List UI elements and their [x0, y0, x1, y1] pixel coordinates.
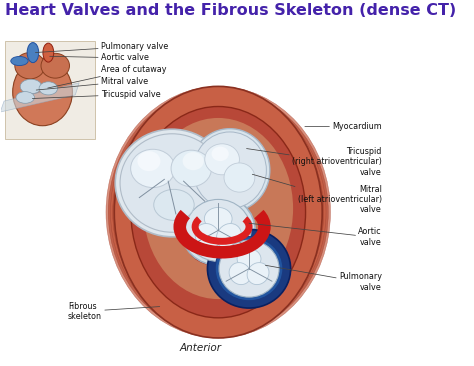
Ellipse shape [113, 94, 324, 330]
Ellipse shape [237, 249, 261, 269]
Text: Pulmonary
valve: Pulmonary valve [265, 265, 382, 292]
Ellipse shape [110, 92, 326, 333]
Ellipse shape [154, 189, 194, 220]
Ellipse shape [211, 146, 229, 161]
Text: Tricuspid valve: Tricuspid valve [32, 90, 160, 99]
Text: Mitral
(left atrioventricular)
valve: Mitral (left atrioventricular) valve [252, 174, 382, 214]
Ellipse shape [13, 58, 73, 126]
Ellipse shape [108, 89, 328, 336]
Ellipse shape [41, 53, 70, 78]
Text: Aortic
valve: Aortic valve [249, 223, 382, 247]
Text: Aortic valve: Aortic valve [50, 53, 149, 63]
Text: Anterior: Anterior [180, 343, 222, 352]
Ellipse shape [114, 86, 322, 338]
Ellipse shape [27, 42, 39, 63]
Text: Fibrous
skeleton: Fibrous skeleton [68, 302, 160, 321]
Ellipse shape [229, 263, 251, 285]
Text: Mitral valve: Mitral valve [36, 77, 148, 90]
Ellipse shape [15, 53, 45, 79]
Text: Area of cutaway: Area of cutaway [48, 65, 166, 88]
Ellipse shape [131, 107, 306, 318]
Ellipse shape [204, 208, 232, 230]
Ellipse shape [106, 86, 330, 338]
Ellipse shape [224, 163, 255, 192]
Ellipse shape [20, 79, 42, 94]
Text: Myocardium: Myocardium [305, 122, 382, 131]
Ellipse shape [193, 132, 266, 209]
Ellipse shape [43, 43, 54, 62]
Ellipse shape [16, 92, 35, 103]
Ellipse shape [181, 195, 255, 265]
Ellipse shape [205, 144, 239, 175]
Ellipse shape [195, 224, 220, 249]
Ellipse shape [171, 150, 211, 187]
Ellipse shape [187, 223, 264, 267]
Ellipse shape [137, 151, 161, 171]
Ellipse shape [208, 229, 291, 308]
Ellipse shape [11, 56, 28, 66]
Ellipse shape [190, 129, 270, 212]
Ellipse shape [144, 118, 293, 299]
Ellipse shape [217, 224, 241, 249]
Text: Heart Valves and the Fibrous Skeleton (dense CT): Heart Valves and the Fibrous Skeleton (d… [5, 3, 456, 18]
Text: Pulmonary valve: Pulmonary valve [36, 42, 168, 53]
Ellipse shape [182, 152, 204, 170]
Polygon shape [0, 83, 79, 112]
Text: Tricuspid
(right atrioventricular)
valve: Tricuspid (right atrioventricular) valve [246, 147, 382, 177]
Ellipse shape [131, 149, 175, 187]
Ellipse shape [247, 263, 269, 285]
Ellipse shape [115, 129, 229, 237]
Ellipse shape [115, 97, 321, 328]
Ellipse shape [185, 199, 251, 261]
Ellipse shape [39, 82, 57, 95]
Ellipse shape [117, 99, 319, 325]
Ellipse shape [120, 134, 224, 232]
Ellipse shape [219, 240, 279, 297]
FancyBboxPatch shape [5, 41, 95, 139]
Ellipse shape [215, 236, 283, 301]
